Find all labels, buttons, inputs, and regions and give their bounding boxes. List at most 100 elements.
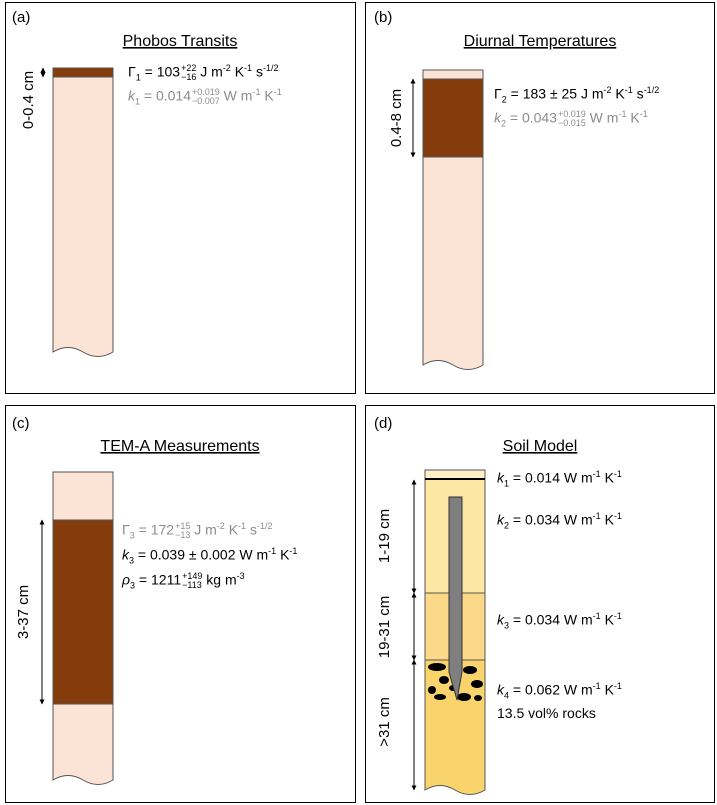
equation-text: K [260, 87, 274, 104]
subscript: 3 [129, 530, 135, 541]
equation: Γ1 = 103 +22 −16 J m-2 K-1 s-1/2 [128, 64, 278, 83]
equation-text: = 0.039 ± 0.002 W m [134, 546, 269, 563]
equation-text: K [276, 546, 290, 563]
superscript: -1 [592, 681, 601, 691]
depth-label: 1-19 cm [376, 509, 393, 563]
equation-text: K [600, 469, 614, 486]
equation-text: K [224, 521, 239, 538]
equation-text: = 0.014 W m [509, 469, 593, 486]
panel-label: (d) [374, 415, 392, 432]
superscript: +15 [175, 521, 191, 531]
superscript: -2 [603, 85, 612, 95]
equation-text: k [494, 109, 501, 126]
note: 13.5 vol% rocks [497, 705, 596, 721]
equation-text: = 0.062 W m [509, 681, 593, 698]
superscript: -1 [273, 87, 282, 98]
equation-text: k [497, 681, 504, 698]
column [52, 67, 114, 357]
superscript: +149 [182, 571, 203, 581]
bounds: +15 −13 [175, 522, 190, 540]
superscript: -2 [222, 63, 231, 74]
superscript: -1 [268, 546, 277, 556]
equation-text: K [600, 611, 614, 628]
depth-label: 0.4-8 cm [388, 89, 405, 147]
equation-text: k [497, 611, 504, 628]
equation-text: s [252, 63, 263, 80]
equation-text: K [600, 681, 614, 698]
equation-text: W m [585, 109, 619, 126]
superscript: -1 [592, 469, 601, 479]
depth-arrows [39, 67, 417, 791]
equation-text: = 183 ± 25 J m [506, 85, 604, 102]
superscript: -2 [216, 521, 225, 532]
equation-text: Γ [494, 85, 502, 102]
superscript: -1 [618, 109, 627, 120]
equation-text: Γ [122, 521, 130, 538]
superscript: -1 [639, 109, 648, 120]
equation: k4 = 0.062 W m-1 K-1 [497, 682, 622, 700]
equation-text: = 1211 [135, 571, 182, 588]
subscript: 3 [129, 555, 135, 566]
rocks [428, 663, 483, 701]
superscript: -1 [289, 546, 298, 556]
layer [52, 67, 114, 78]
equation-text: W m [219, 87, 253, 104]
probe [448, 496, 463, 701]
depth-label: >31 cm [376, 697, 393, 747]
equation-text: K [600, 511, 614, 528]
subscript: −0.015 [558, 118, 586, 128]
panel-frame [365, 405, 715, 803]
subscript: −0.007 [192, 96, 220, 106]
equation-text: = 172 [134, 521, 175, 538]
subscript: 2 [501, 118, 507, 129]
superscript: -1 [613, 511, 622, 521]
equation-text: K [626, 109, 640, 126]
equation-text: ρ [122, 571, 131, 588]
bounds: +149 −113 [182, 572, 202, 590]
equation-text: K [230, 63, 245, 80]
subscript: −16 [181, 72, 197, 82]
subscript: 3 [504, 620, 510, 631]
layer [424, 469, 486, 480]
superscript: -1 [252, 87, 261, 98]
bounds: +0.019 −0.015 [558, 110, 586, 128]
superscript: -1/2 [643, 85, 660, 95]
subscript: 1 [135, 72, 141, 83]
subscript: 2 [501, 94, 507, 105]
bounds: +22 −16 [181, 64, 196, 82]
bounds: +0.019 −0.007 [192, 88, 220, 106]
subscript: 2 [504, 520, 510, 531]
equation-text: = 0.014 [140, 87, 192, 104]
equation: k1 = 0.014 +0.019 −0.007 W m-1 K-1 [128, 88, 282, 107]
superscript: -1 [613, 469, 622, 479]
superscript: -1 [238, 521, 247, 532]
subscript: 1 [504, 478, 510, 489]
equation: k3 = 0.034 W m-1 K-1 [497, 612, 622, 630]
equation-text: J m [196, 63, 223, 80]
equation: Γ2 = 183 ± 25 J m-2 K-1 s-1/2 [494, 86, 659, 104]
equation: Γ3 = 172 +15 −13 J m-2 K-1 s-1/2 [122, 522, 272, 541]
panel-label: (b) [374, 9, 392, 26]
equation-text: K [611, 85, 625, 102]
equation: ρ3 = 1211 +149 −113 kg m-3 [122, 572, 245, 591]
panel-label: (a) [12, 9, 30, 26]
superscript: +22 [181, 63, 197, 73]
equation-text: s [632, 85, 644, 102]
superscript: +0.019 [192, 87, 220, 97]
equation: k2 = 0.034 W m-1 K-1 [497, 512, 622, 530]
panel-label: (c) [12, 415, 30, 432]
subscript: 3 [130, 580, 136, 591]
depth-label: 19-31 cm [376, 596, 393, 659]
superscript: -1 [613, 681, 622, 691]
superscript: -1 [592, 611, 601, 621]
superscript: -1/2 [256, 521, 273, 532]
panel-title: Diurnal Temperatures [464, 33, 617, 50]
superscript: -1/2 [262, 63, 279, 74]
layer [422, 78, 484, 158]
equation: k3 = 0.039 ± 0.002 W m-1 K-1 [122, 547, 297, 565]
layer [52, 519, 114, 705]
panel-frame [5, 2, 356, 394]
equation-text: k [497, 469, 504, 486]
